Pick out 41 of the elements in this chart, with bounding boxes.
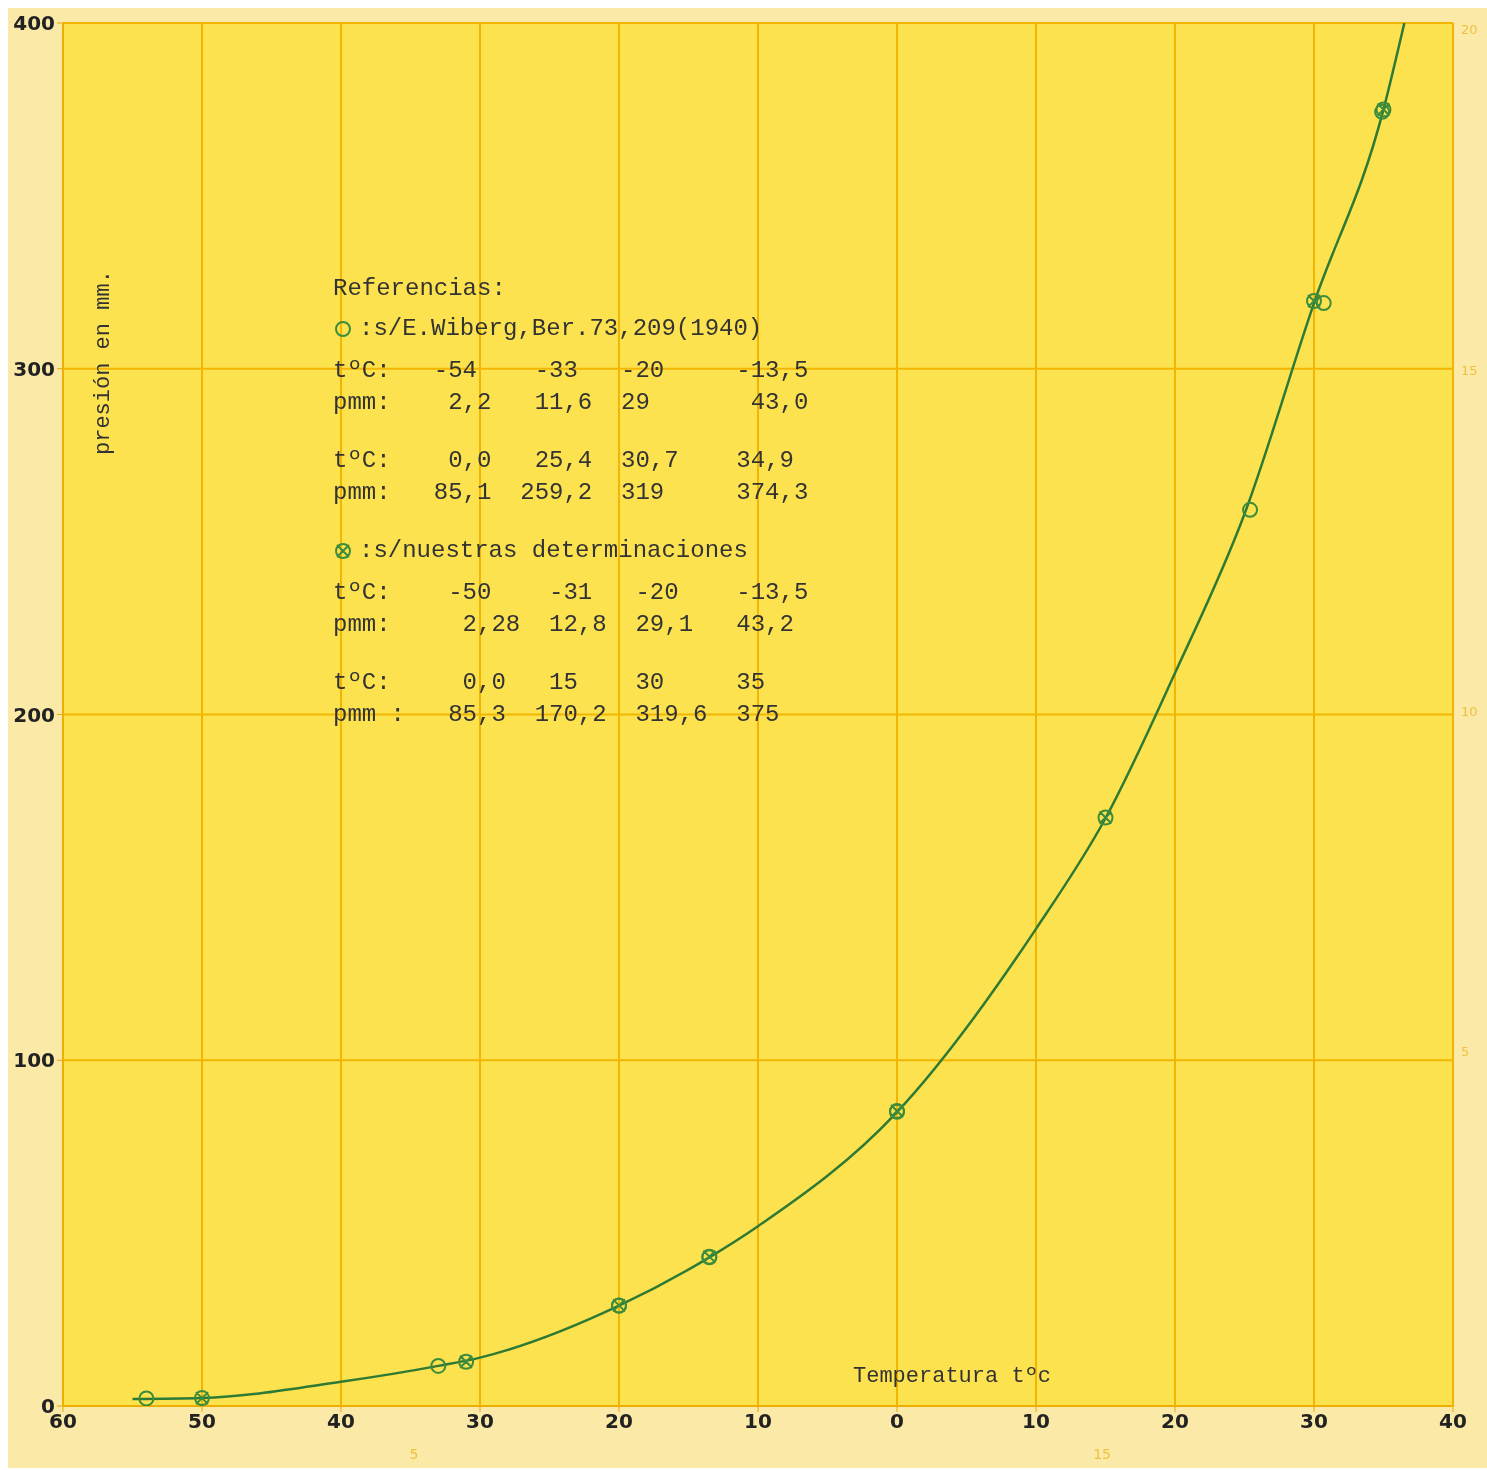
legend-label: :s/nuestras determinaciones [359, 537, 748, 564]
x-axis-title: Temperatura tºc [853, 1364, 1052, 1389]
y-axis-title: presión en mm. [91, 269, 116, 455]
y2-tick-label: 15 [1461, 363, 1478, 379]
y-tick-label: 300 [13, 356, 55, 381]
x-tick-label: 40 [1439, 1409, 1467, 1434]
x2-tick-label: 15 [1093, 1445, 1111, 1462]
x-tick-label: 20 [1161, 1409, 1189, 1434]
x-tick-label: 30 [466, 1409, 494, 1434]
y-tick-label: 200 [13, 702, 55, 727]
x-tick-label: 0 [890, 1409, 904, 1434]
y2-tick-label: 10 [1461, 703, 1478, 719]
y-tick-label: 100 [13, 1048, 55, 1073]
point [1315, 295, 1332, 312]
legend-label: :s/E.Wiberg,Ber.73,209(1940) [359, 315, 763, 342]
annotation: pmm: 2,2 11,6 29 43,0 [333, 388, 809, 418]
point [194, 1390, 210, 1406]
annotation: tºC: -50 -31 -20 -13,5 [333, 578, 809, 608]
point [430, 1357, 447, 1374]
x-tick-label: 30 [1300, 1409, 1328, 1434]
annotation: tºC: 0,0 25,4 30,7 34,9 [333, 446, 795, 476]
x2-tick-label: 5 [409, 1445, 419, 1462]
point [458, 1353, 475, 1370]
x-tick-label: 10 [744, 1409, 772, 1434]
point [1097, 809, 1114, 826]
y2-tick-label: 20 [1461, 22, 1478, 38]
annotation: tºC: -54 -33 -20 -13,5 [333, 356, 809, 386]
annotation: pmm: 85,1 259,2 319 374,3 [333, 478, 809, 508]
x-tick-label: 40 [327, 1409, 355, 1434]
x-tick-label: 10 [1022, 1409, 1050, 1434]
point [138, 1390, 155, 1406]
x-tick-label: 50 [188, 1409, 216, 1434]
y-tick-label: 400 [13, 11, 55, 36]
annotation: pmm : 85,3 170,2 319,6 375 [333, 700, 781, 730]
legend-title: Referencias: [333, 274, 507, 304]
x-tick-label: 20 [605, 1409, 633, 1434]
point [1306, 293, 1322, 309]
point [1242, 501, 1259, 518]
annotation: tºC: 0,0 15 30 35 [333, 668, 767, 698]
y2-tick-label: 5 [1461, 1044, 1470, 1060]
annotation: pmm: 2,28 12,8 29,1 43,2 [333, 610, 795, 640]
